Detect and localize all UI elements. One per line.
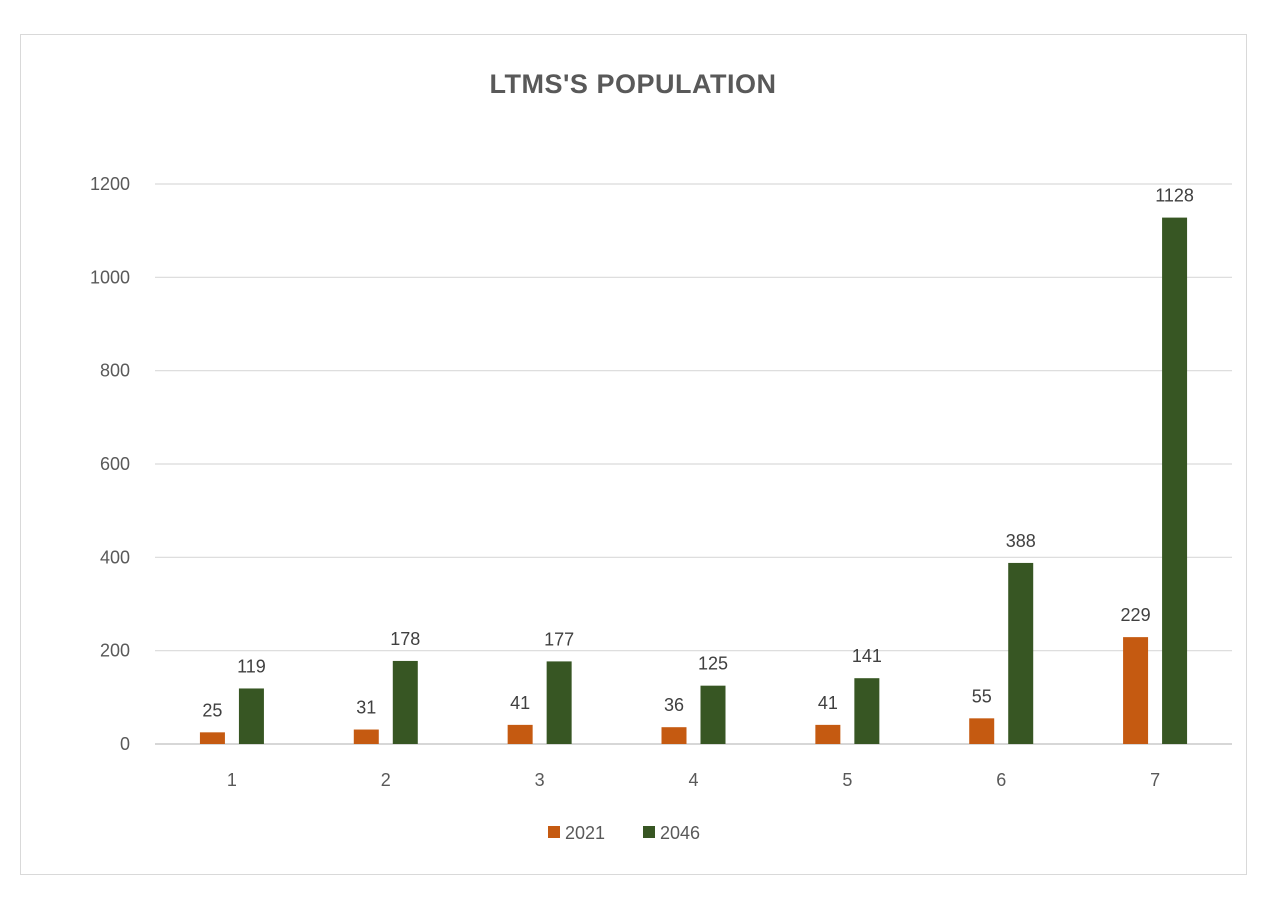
legend-label: 2021: [565, 823, 605, 843]
x-tick-label: 5: [842, 770, 852, 790]
bar-2021: [969, 718, 995, 744]
x-tick-label: 4: [688, 770, 698, 790]
y-tick-label: 600: [100, 454, 130, 474]
gridlines: [155, 183, 1232, 745]
y-tick-label: 400: [100, 547, 130, 567]
bar-2046: [1162, 217, 1188, 745]
x-tick-label: 6: [996, 770, 1006, 790]
caption-strip: [0, 0, 1266, 20]
x-tick-label: 2: [381, 770, 391, 790]
data-label: 388: [1006, 531, 1036, 551]
data-label: 55: [972, 686, 992, 706]
data-label: 178: [390, 629, 420, 649]
bar-2046: [392, 660, 418, 744]
y-tick-label: 800: [100, 361, 130, 381]
bar-2021: [199, 732, 225, 744]
data-label: 36: [664, 695, 684, 715]
bar-2046: [546, 661, 572, 744]
data-label: 25: [202, 700, 222, 720]
x-tick-label: 7: [1150, 770, 1160, 790]
legend-swatch-2046: [643, 826, 655, 838]
bar-2021: [507, 724, 533, 744]
bar-2046: [700, 685, 726, 744]
y-tick-label: 1200: [90, 174, 130, 194]
bars: [199, 217, 1188, 745]
y-axis: 0 200 400 600 800 1000 1200: [90, 174, 130, 754]
x-tick-label: 3: [535, 770, 545, 790]
data-label: 119: [237, 656, 266, 676]
bar-2046: [1008, 562, 1034, 744]
bar-2021: [661, 727, 687, 744]
x-tick-label: 1: [227, 770, 237, 790]
bar-2021: [815, 724, 841, 744]
y-tick-label: 0: [120, 734, 130, 754]
data-label: 1128: [1155, 186, 1194, 206]
data-labels: 25 119 31 178 41 177 36 125 41 141 55 388 229 1128: [202, 186, 1194, 721]
bar-2021: [1123, 637, 1149, 744]
bar-2021: [353, 729, 379, 744]
chart-title: LTMS'S POPULATION: [490, 69, 777, 99]
data-label: 125: [698, 654, 728, 674]
legend-swatch-2021: [548, 826, 560, 838]
y-tick-label: 1000: [90, 267, 130, 287]
data-label: 177: [544, 629, 574, 649]
legend: 2021 2046: [548, 823, 700, 843]
bar-2046: [854, 678, 880, 744]
bar-2046: [238, 688, 264, 744]
data-label: 41: [510, 693, 530, 713]
legend-label: 2046: [660, 823, 700, 843]
y-tick-label: 200: [100, 641, 130, 661]
data-label: 31: [356, 698, 376, 718]
data-label: 229: [1121, 605, 1151, 625]
data-label: 141: [852, 646, 882, 666]
data-label: 41: [818, 693, 838, 713]
x-axis: 1 2 3 4 5 6 7: [227, 770, 1160, 790]
